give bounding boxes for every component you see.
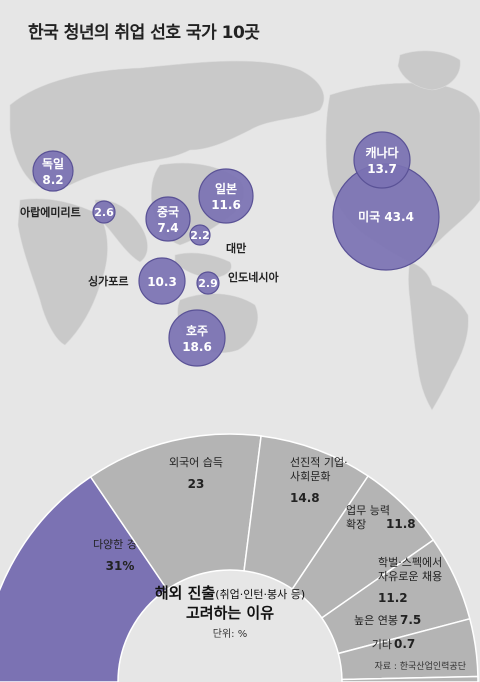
donut-label-4-line-0: 학벌·스펙에서 [378,556,442,569]
donut-label-2-line-1: 사회문화 [290,470,330,483]
donut-title-main: 해외 진출 [155,584,216,602]
donut-value-4: 11.2 [378,591,408,605]
bubble-value-중국: 7.4 [157,221,178,235]
bubble-name-캐나다: 캐나다 [365,145,398,160]
bubble-value-아랍에미리트: 2.6 [94,206,114,219]
bubble-name-독일: 독일 [42,157,64,171]
world-map-chart: 미국 43.4 호주 18.6 캐나다 13.7 일본 11.6 10.3 싱가포르 독일 8.2 중… [9,50,480,411]
bubble-value-대만: 2.2 [190,229,210,242]
donut-label-6: 기타 [372,638,392,651]
donut-label-4-line-1: 자유로운 채용 [378,570,442,583]
bubble-name-일본: 일본 [215,182,237,196]
donut-value-3: 11.8 [386,517,416,531]
donut-value-6: 0.7 [394,637,415,651]
donut-center-title: 해외 진출(취업·인턴·봉사 등) [155,584,305,602]
donut-label-3-line-1: 확장 [346,518,366,531]
bubble-name-호주: 호주 [186,324,208,338]
bubble-대만 [189,224,211,246]
source-note: 자료 : 한국산업인력공단 [374,662,466,672]
bubble-name-대만: 대만 [226,241,246,255]
donut-value-5: 7.5 [400,613,421,627]
bubble-중국 [145,196,191,242]
donut-unit: 단위: % [213,627,247,640]
donut-label-3-line-0: 업무 능력 [346,504,390,517]
bubble-name-중국: 중국 [157,205,179,219]
bubble-인도네시아 [196,271,220,295]
donut-label-2-line-0: 선진적 기업· [290,456,348,469]
donut-slice-6 [341,675,479,682]
bubble-name-인도네시아: 인도네시아 [228,270,279,284]
bubble-아랍에미리트 [92,200,116,224]
bubble-label-미국: 미국 43.4 [358,209,414,224]
donut-title-note: (취업·인턴·봉사 등) [215,588,305,601]
bubble-value-호주: 18.6 [182,340,212,354]
bubble-name-아랍에미리트: 아랍에미리트 [20,205,81,219]
donut-value-1: 23 [188,477,205,491]
bubble-value-인도네시아: 2.9 [198,277,218,290]
page-title: 한국 청년의 취업 선호 국가 10곳 [28,23,260,43]
bubble-캐나다 [353,131,411,189]
bubble-value-독일: 8.2 [42,173,63,187]
bubble-value-싱가포르: 10.3 [147,275,177,289]
bubble-싱가포르 [138,257,186,305]
bubble-호주 [168,309,226,367]
bubble-value-캐나다: 13.7 [367,162,397,176]
donut-value-2: 14.8 [290,491,320,505]
donut-label-5: 높은 연봉 [354,614,398,627]
bubble-독일 [32,150,74,192]
donut-value-0: 31% [106,559,135,573]
bubble-일본 [198,168,254,224]
bubble-value-일본: 11.6 [211,198,241,212]
donut-label-1-line-0: 외국어 습득 [169,456,223,469]
bubble-name-싱가포르: 싱가포르 [88,274,128,288]
donut-subtitle: 고려하는 이유 [186,604,274,622]
